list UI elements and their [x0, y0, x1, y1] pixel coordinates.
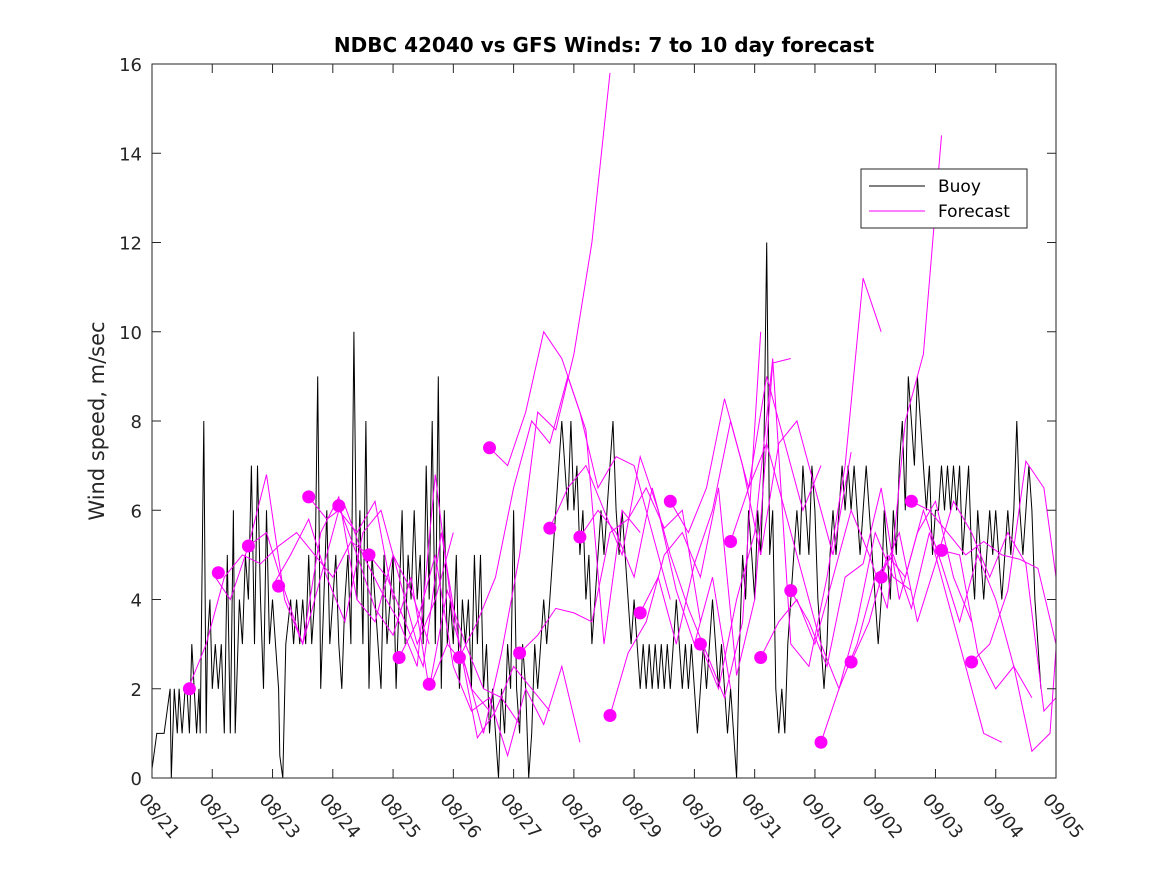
forecast-line-26	[941, 549, 1057, 753]
forecast-line-18	[699, 278, 882, 691]
forecast-marker	[332, 499, 346, 513]
forecast-marker	[603, 709, 617, 722]
legend-label-forecast: Forecast	[938, 202, 1010, 222]
forecast-marker	[543, 521, 557, 535]
forecast-line-20	[760, 135, 942, 658]
forecast-marker	[935, 543, 948, 557]
forecast-line-13	[549, 454, 732, 689]
y-tick-label: 16	[119, 55, 142, 76]
forecast-marker	[573, 530, 587, 544]
forecast-line-4	[272, 509, 454, 646]
y-tick-label: 2	[131, 680, 142, 701]
forecast-line-12	[519, 486, 701, 654]
forecast-marker	[874, 570, 888, 584]
forecast-marker	[693, 637, 707, 651]
forecast-marker	[362, 548, 376, 562]
forecast-marker	[965, 655, 979, 669]
forecast-marker	[452, 651, 466, 664]
y-axis-label: Wind speed, m/sec	[85, 321, 109, 520]
forecast-marker	[814, 735, 828, 749]
y-tick-label: 14	[119, 144, 142, 165]
legend-label-buoy: Buoy	[938, 177, 981, 197]
forecast-line-15	[609, 358, 791, 716]
forecast-marker	[241, 539, 255, 553]
forecast-line-21	[790, 487, 973, 669]
forecast-marker	[182, 682, 196, 696]
y-tick-label: 4	[131, 591, 142, 612]
forecast-line-3	[248, 495, 430, 645]
y-tick-label: 12	[119, 234, 142, 255]
forecast-marker	[392, 651, 406, 664]
forecast-line-19	[730, 441, 912, 691]
forecast-marker	[844, 655, 858, 669]
forecast-line-14	[579, 331, 762, 700]
forecast-marker	[754, 651, 768, 664]
forecast-marker	[513, 646, 527, 660]
forecast-marker	[302, 490, 316, 504]
forecast-line-27	[971, 459, 1057, 663]
legend-box	[860, 168, 1028, 229]
forecast-marker-group	[182, 441, 979, 749]
forecast-marker	[422, 677, 436, 691]
buoy-line	[151, 242, 1042, 779]
forecast-marker	[904, 494, 918, 508]
y-tick-label: 6	[131, 501, 142, 522]
forecast-marker	[211, 566, 225, 580]
forecast-line-1	[187, 531, 370, 689]
forecast-line-24	[880, 500, 1057, 713]
y-tick-label: 0	[131, 769, 142, 790]
y-tick-label: 8	[131, 412, 142, 433]
forecast-marker	[483, 441, 496, 455]
y-axis: 0 2 4 6 8 10 12 14 16	[119, 55, 1056, 790]
forecast-line-8	[398, 554, 581, 758]
buoy-series	[151, 242, 1042, 779]
forecast-line-25	[911, 500, 1057, 645]
forecast-marker	[663, 494, 677, 508]
forecast-marker	[633, 606, 647, 620]
forecast-line-10	[458, 374, 641, 658]
y-tick-label: 10	[119, 323, 142, 344]
forecast-marker	[784, 584, 798, 598]
forecast-line-7	[368, 532, 551, 740]
forecast-marker	[272, 579, 286, 593]
chart-title: NDBC 42040 vs GFS Winds: 7 to 10 day for…	[334, 33, 875, 57]
forecast-marker	[724, 535, 738, 548]
forecast-line-11	[489, 330, 671, 600]
forecast-line-17	[669, 398, 852, 556]
legend: Buoy Forecast	[860, 168, 1028, 229]
